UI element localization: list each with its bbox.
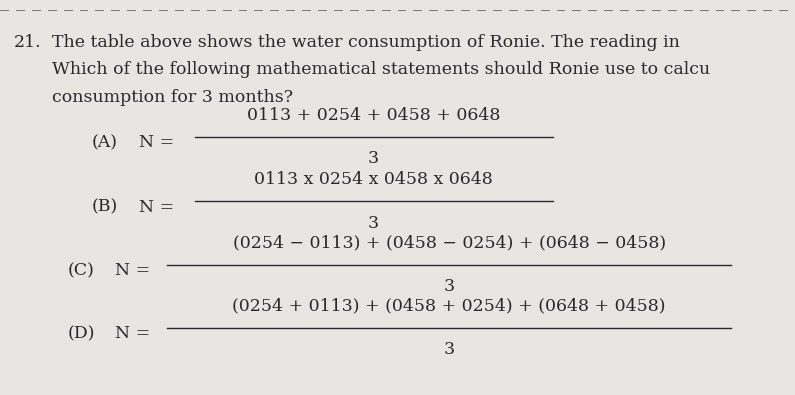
Text: N =: N = (139, 199, 174, 216)
Text: 0113 x 0254 x 0458 x 0648: 0113 x 0254 x 0458 x 0648 (254, 171, 493, 188)
Text: 3: 3 (444, 278, 455, 295)
Text: Which of the following mathematical statements should Ronie use to calcu: Which of the following mathematical stat… (52, 61, 710, 78)
Text: N =: N = (115, 325, 150, 342)
Text: 3: 3 (444, 341, 455, 358)
Text: (A): (A) (91, 134, 118, 152)
Text: N =: N = (115, 262, 150, 279)
Text: N =: N = (139, 134, 174, 152)
Text: 3: 3 (368, 214, 379, 232)
Text: consumption for 3 months?: consumption for 3 months? (52, 89, 293, 106)
Text: (C): (C) (68, 262, 95, 279)
Text: 21.: 21. (14, 34, 42, 51)
Text: 3: 3 (368, 150, 379, 167)
Text: The table above shows the water consumption of Ronie. The reading in: The table above shows the water consumpt… (52, 34, 680, 51)
Text: (0254 − 0113) + (0458 − 0254) + (0648 − 0458): (0254 − 0113) + (0458 − 0254) + (0648 − … (233, 234, 665, 252)
Text: (0254 + 0113) + (0458 + 0254) + (0648 + 0458): (0254 + 0113) + (0458 + 0254) + (0648 + … (232, 297, 666, 315)
Text: 0113 + 0254 + 0458 + 0648: 0113 + 0254 + 0458 + 0648 (247, 107, 500, 124)
Text: (B): (B) (91, 199, 118, 216)
Text: (D): (D) (68, 325, 95, 342)
